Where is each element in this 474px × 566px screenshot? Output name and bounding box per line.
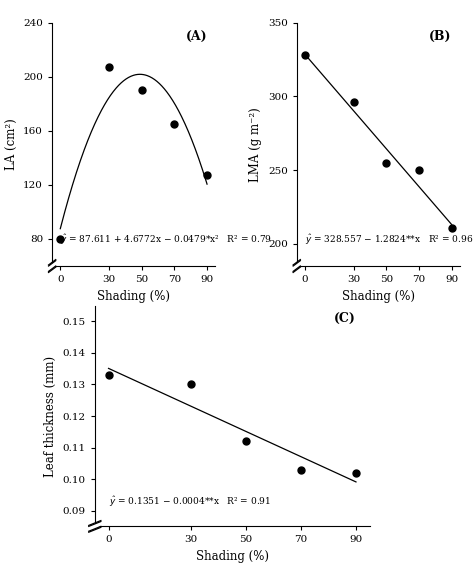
- Text: (A): (A): [185, 30, 207, 43]
- Y-axis label: LMA (g m⁻²): LMA (g m⁻²): [249, 107, 262, 182]
- Text: (B): (B): [429, 30, 452, 43]
- Y-axis label: Leaf thickness (mm): Leaf thickness (mm): [44, 355, 57, 477]
- X-axis label: Shading (%): Shading (%): [196, 550, 269, 563]
- Text: $\hat{y}$ = 328.557 − 1.2824**x   R² = 0.96: $\hat{y}$ = 328.557 − 1.2824**x R² = 0.9…: [305, 232, 473, 247]
- X-axis label: Shading (%): Shading (%): [342, 290, 415, 303]
- Text: $\hat{y}$ = 87.611 + 4.6772x − 0.0479*x²   R² = 0.79: $\hat{y}$ = 87.611 + 4.6772x − 0.0479*x²…: [60, 232, 272, 247]
- X-axis label: Shading (%): Shading (%): [97, 290, 170, 303]
- Text: $\hat{y}$ = 0.1351 − 0.0004**x   R² = 0.91: $\hat{y}$ = 0.1351 − 0.0004**x R² = 0.91: [109, 494, 271, 509]
- Y-axis label: LA (cm²): LA (cm²): [5, 118, 18, 170]
- Text: (C): (C): [334, 312, 356, 325]
